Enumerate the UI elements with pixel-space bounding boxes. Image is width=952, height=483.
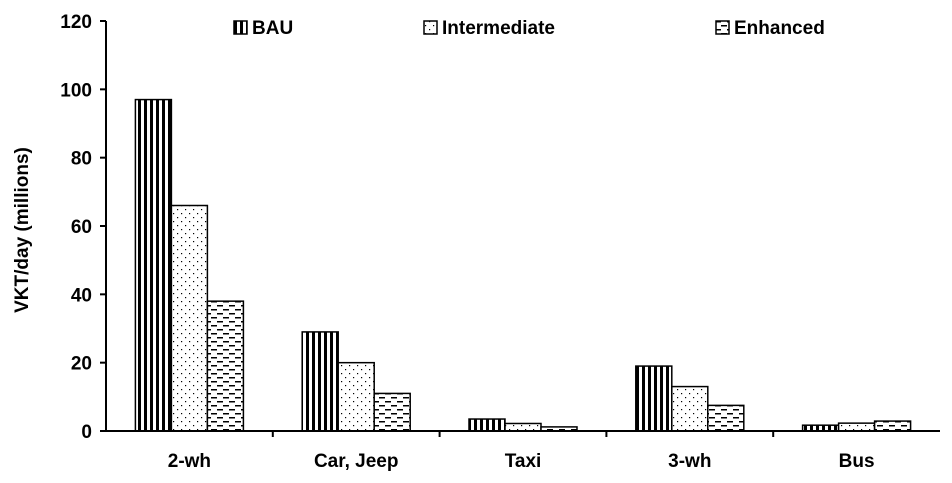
- x-category-label: Car, Jeep: [314, 451, 399, 472]
- x-category-label: 3-wh: [668, 451, 711, 472]
- y-tick-label: 60: [71, 217, 92, 238]
- bar-enhanced-4: [873, 420, 912, 432]
- x-category-label: Taxi: [505, 451, 542, 472]
- y-tick-label: 80: [71, 149, 92, 170]
- bar-enhanced-3: [707, 404, 745, 432]
- bar-enhanced-0: [206, 300, 245, 432]
- legend-swatch-enhanced: [715, 20, 730, 35]
- bar-enhanced-1: [373, 392, 411, 432]
- x-category-label: 2-wh: [168, 451, 211, 472]
- legend-swatch-bau: [233, 20, 248, 35]
- legend-label-intermediate: Intermediate: [442, 18, 555, 39]
- y-tick-label: 40: [71, 285, 92, 306]
- bar-bau-1: [301, 331, 339, 432]
- x-category-label: Bus: [839, 451, 875, 472]
- bar-bau-3: [635, 365, 673, 432]
- bar-bau-0: [134, 98, 173, 432]
- y-tick-label: 20: [71, 354, 92, 375]
- bar-intermediate-4: [837, 422, 876, 432]
- bar-intermediate-1: [337, 361, 375, 432]
- y-tick-label: 100: [60, 80, 92, 101]
- y-tick-label: 120: [60, 12, 92, 33]
- bar-intermediate-3: [671, 385, 709, 432]
- bar-intermediate-2: [504, 422, 542, 432]
- legend-swatch-intermediate: [423, 20, 438, 35]
- y-tick-label: 0: [81, 422, 92, 443]
- legend-label-enhanced: Enhanced: [734, 18, 825, 39]
- legend-label-bau: BAU: [252, 18, 293, 39]
- y-axis-title: VKT/day (millions): [12, 147, 33, 313]
- bar-bau-2: [468, 418, 506, 432]
- bar-intermediate-0: [170, 204, 209, 432]
